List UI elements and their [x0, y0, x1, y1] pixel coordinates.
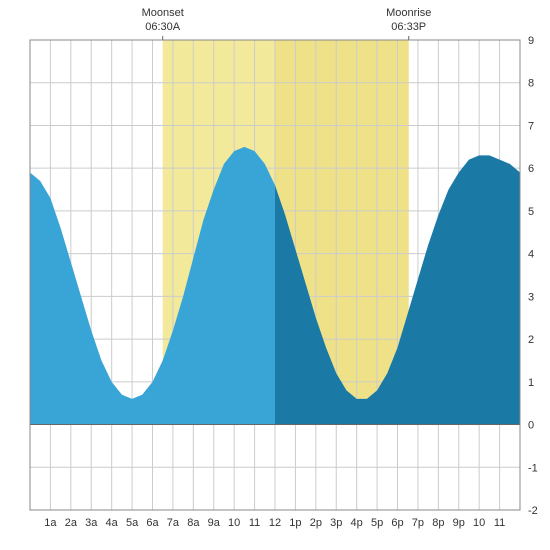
y-tick-label: 1 — [528, 377, 534, 389]
y-tick-label: 8 — [528, 78, 534, 90]
x-tick-label: 5a — [126, 517, 139, 529]
y-tick-label: 7 — [528, 120, 534, 132]
y-tick-label: 3 — [528, 291, 534, 303]
x-tick-label: 11 — [249, 517, 260, 529]
y-tick-label: 2 — [528, 334, 534, 346]
x-tick-label: 9p — [453, 517, 465, 529]
x-tick-label: 7p — [412, 517, 424, 529]
x-tick-label: 6a — [146, 517, 159, 529]
y-tick-label: 9 — [528, 35, 534, 47]
chart-svg: -2-101234567891a2a3a4a5a6a7a8a9a1011121p… — [0, 0, 550, 550]
y-tick-label: 4 — [528, 249, 534, 261]
tide-chart: -2-101234567891a2a3a4a5a6a7a8a9a1011121p… — [0, 0, 550, 550]
x-tick-label: 1p — [289, 517, 301, 529]
x-tick-label: 6p — [391, 517, 403, 529]
x-tick-label: 10 — [473, 517, 485, 529]
annotation-label: Moonrise — [386, 7, 431, 19]
y-tick-label: 0 — [528, 420, 534, 432]
y-tick-label: 5 — [528, 206, 534, 218]
x-tick-label: 11 — [494, 517, 505, 529]
y-tick-label: -2 — [528, 505, 538, 517]
x-tick-label: 12 — [269, 517, 281, 529]
x-tick-label: 7a — [167, 517, 180, 529]
y-tick-label: 6 — [528, 163, 534, 175]
x-tick-label: 3p — [330, 517, 342, 529]
annotation-label: Moonset — [142, 7, 184, 19]
annotation-time: 06:33P — [391, 21, 426, 33]
x-tick-label: 10 — [228, 517, 240, 529]
x-tick-label: 4p — [351, 517, 363, 529]
x-tick-label: 8a — [187, 517, 200, 529]
annotation-time: 06:30A — [145, 21, 181, 33]
x-tick-label: 2a — [65, 517, 78, 529]
x-tick-label: 5p — [371, 517, 383, 529]
x-tick-label: 8p — [432, 517, 444, 529]
x-tick-label: 2p — [310, 517, 322, 529]
x-tick-label: 9a — [208, 517, 221, 529]
x-tick-label: 3a — [85, 517, 98, 529]
x-tick-label: 4a — [106, 517, 119, 529]
x-tick-label: 1a — [44, 517, 57, 529]
y-tick-label: -1 — [528, 462, 538, 474]
